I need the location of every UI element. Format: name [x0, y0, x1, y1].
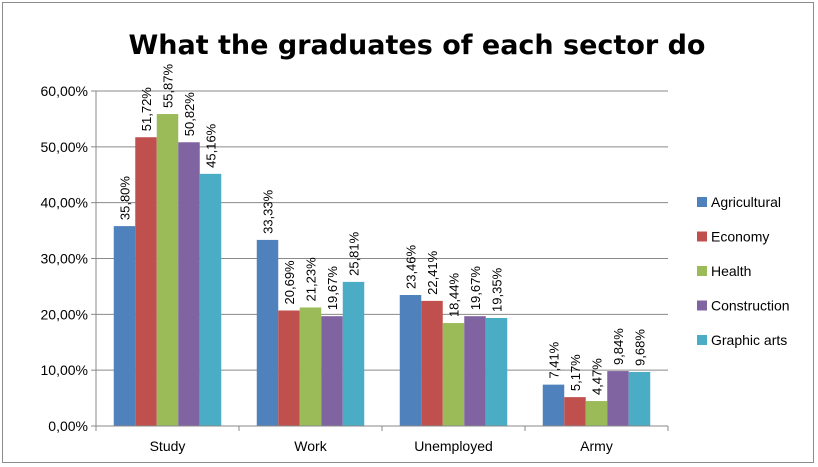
chart-title: What the graduates of each sector do — [129, 30, 706, 61]
data-label: 23,46% — [404, 244, 419, 289]
data-label: 7,41% — [547, 341, 562, 378]
x-axis: Study Work Unemployed Army — [95, 425, 669, 454]
data-label: 20,69% — [282, 260, 297, 305]
category-label: Unemployed — [414, 438, 493, 454]
legend-swatch — [697, 300, 707, 311]
bar — [399, 295, 422, 426]
bar — [321, 316, 343, 426]
data-label: 4,47% — [590, 358, 605, 395]
data-label: 22,41% — [425, 250, 440, 295]
y-tick-label: 30,00% — [41, 251, 88, 267]
bar — [442, 323, 465, 426]
legend: Agricultural Economy Health Construction Gra… — [697, 194, 790, 348]
y-tick-label: 50,00% — [41, 139, 88, 155]
data-label: 50,82% — [182, 92, 197, 137]
bar — [199, 173, 222, 426]
data-label: 5,17% — [568, 354, 583, 391]
bar — [299, 307, 322, 426]
data-label: 21,23% — [304, 257, 319, 302]
data-label: 18,44% — [447, 273, 462, 318]
y-tick-label: 0,00% — [48, 418, 88, 434]
legend-swatch — [697, 335, 707, 345]
legend-swatch — [697, 197, 707, 207]
data-label: 9,84% — [611, 328, 626, 365]
y-tick-label: 40,00% — [41, 195, 88, 211]
bar — [585, 401, 608, 426]
data-label: 51,72% — [139, 87, 154, 132]
legend-entry: Health — [711, 263, 751, 279]
bar — [256, 239, 279, 426]
bar — [421, 300, 443, 426]
bar — [542, 384, 565, 426]
bar — [113, 226, 136, 426]
category-label: Study — [150, 438, 186, 454]
y-tick-label: 60,00% — [41, 83, 88, 99]
y-tick-label: 10,00% — [41, 362, 88, 378]
legend-swatch — [697, 266, 707, 276]
data-label: 45,16% — [204, 123, 219, 168]
bar — [135, 137, 157, 427]
y-axis: 0,00% 10,00% 20,00% 30,00% 40,00% 50,00% 60,00… — [41, 83, 97, 434]
category-label: Work — [294, 438, 327, 454]
data-label: 19,67% — [468, 266, 483, 311]
legend-entry: Graphic arts — [711, 332, 787, 348]
bar — [564, 397, 586, 426]
data-label: 9,68% — [633, 329, 648, 366]
data-label: 19,67% — [325, 266, 340, 311]
bar — [156, 114, 179, 426]
bar — [628, 371, 651, 426]
bar — [485, 317, 508, 426]
data-label: 25,81% — [347, 231, 362, 276]
legend-entry: Construction — [711, 298, 790, 314]
data-label: 33,33% — [261, 189, 276, 234]
data-label: 35,80% — [118, 176, 133, 221]
bar — [278, 310, 300, 426]
legend-entry: Economy — [711, 229, 769, 245]
data-label: 19,35% — [490, 267, 505, 312]
legend-entry: Agricultural — [711, 194, 781, 210]
legend-swatch — [697, 231, 707, 242]
bar — [464, 316, 486, 426]
bar — [342, 281, 365, 426]
category-label: Army — [580, 438, 613, 454]
data-label: 55,87% — [161, 64, 176, 109]
bar — [607, 371, 629, 426]
y-tick-label: 20,00% — [41, 306, 88, 322]
bar — [178, 142, 200, 426]
bars: 35,80% 33,33% 23,46% 7,41% 51,72% 20,69% 22,41… — [113, 64, 651, 427]
